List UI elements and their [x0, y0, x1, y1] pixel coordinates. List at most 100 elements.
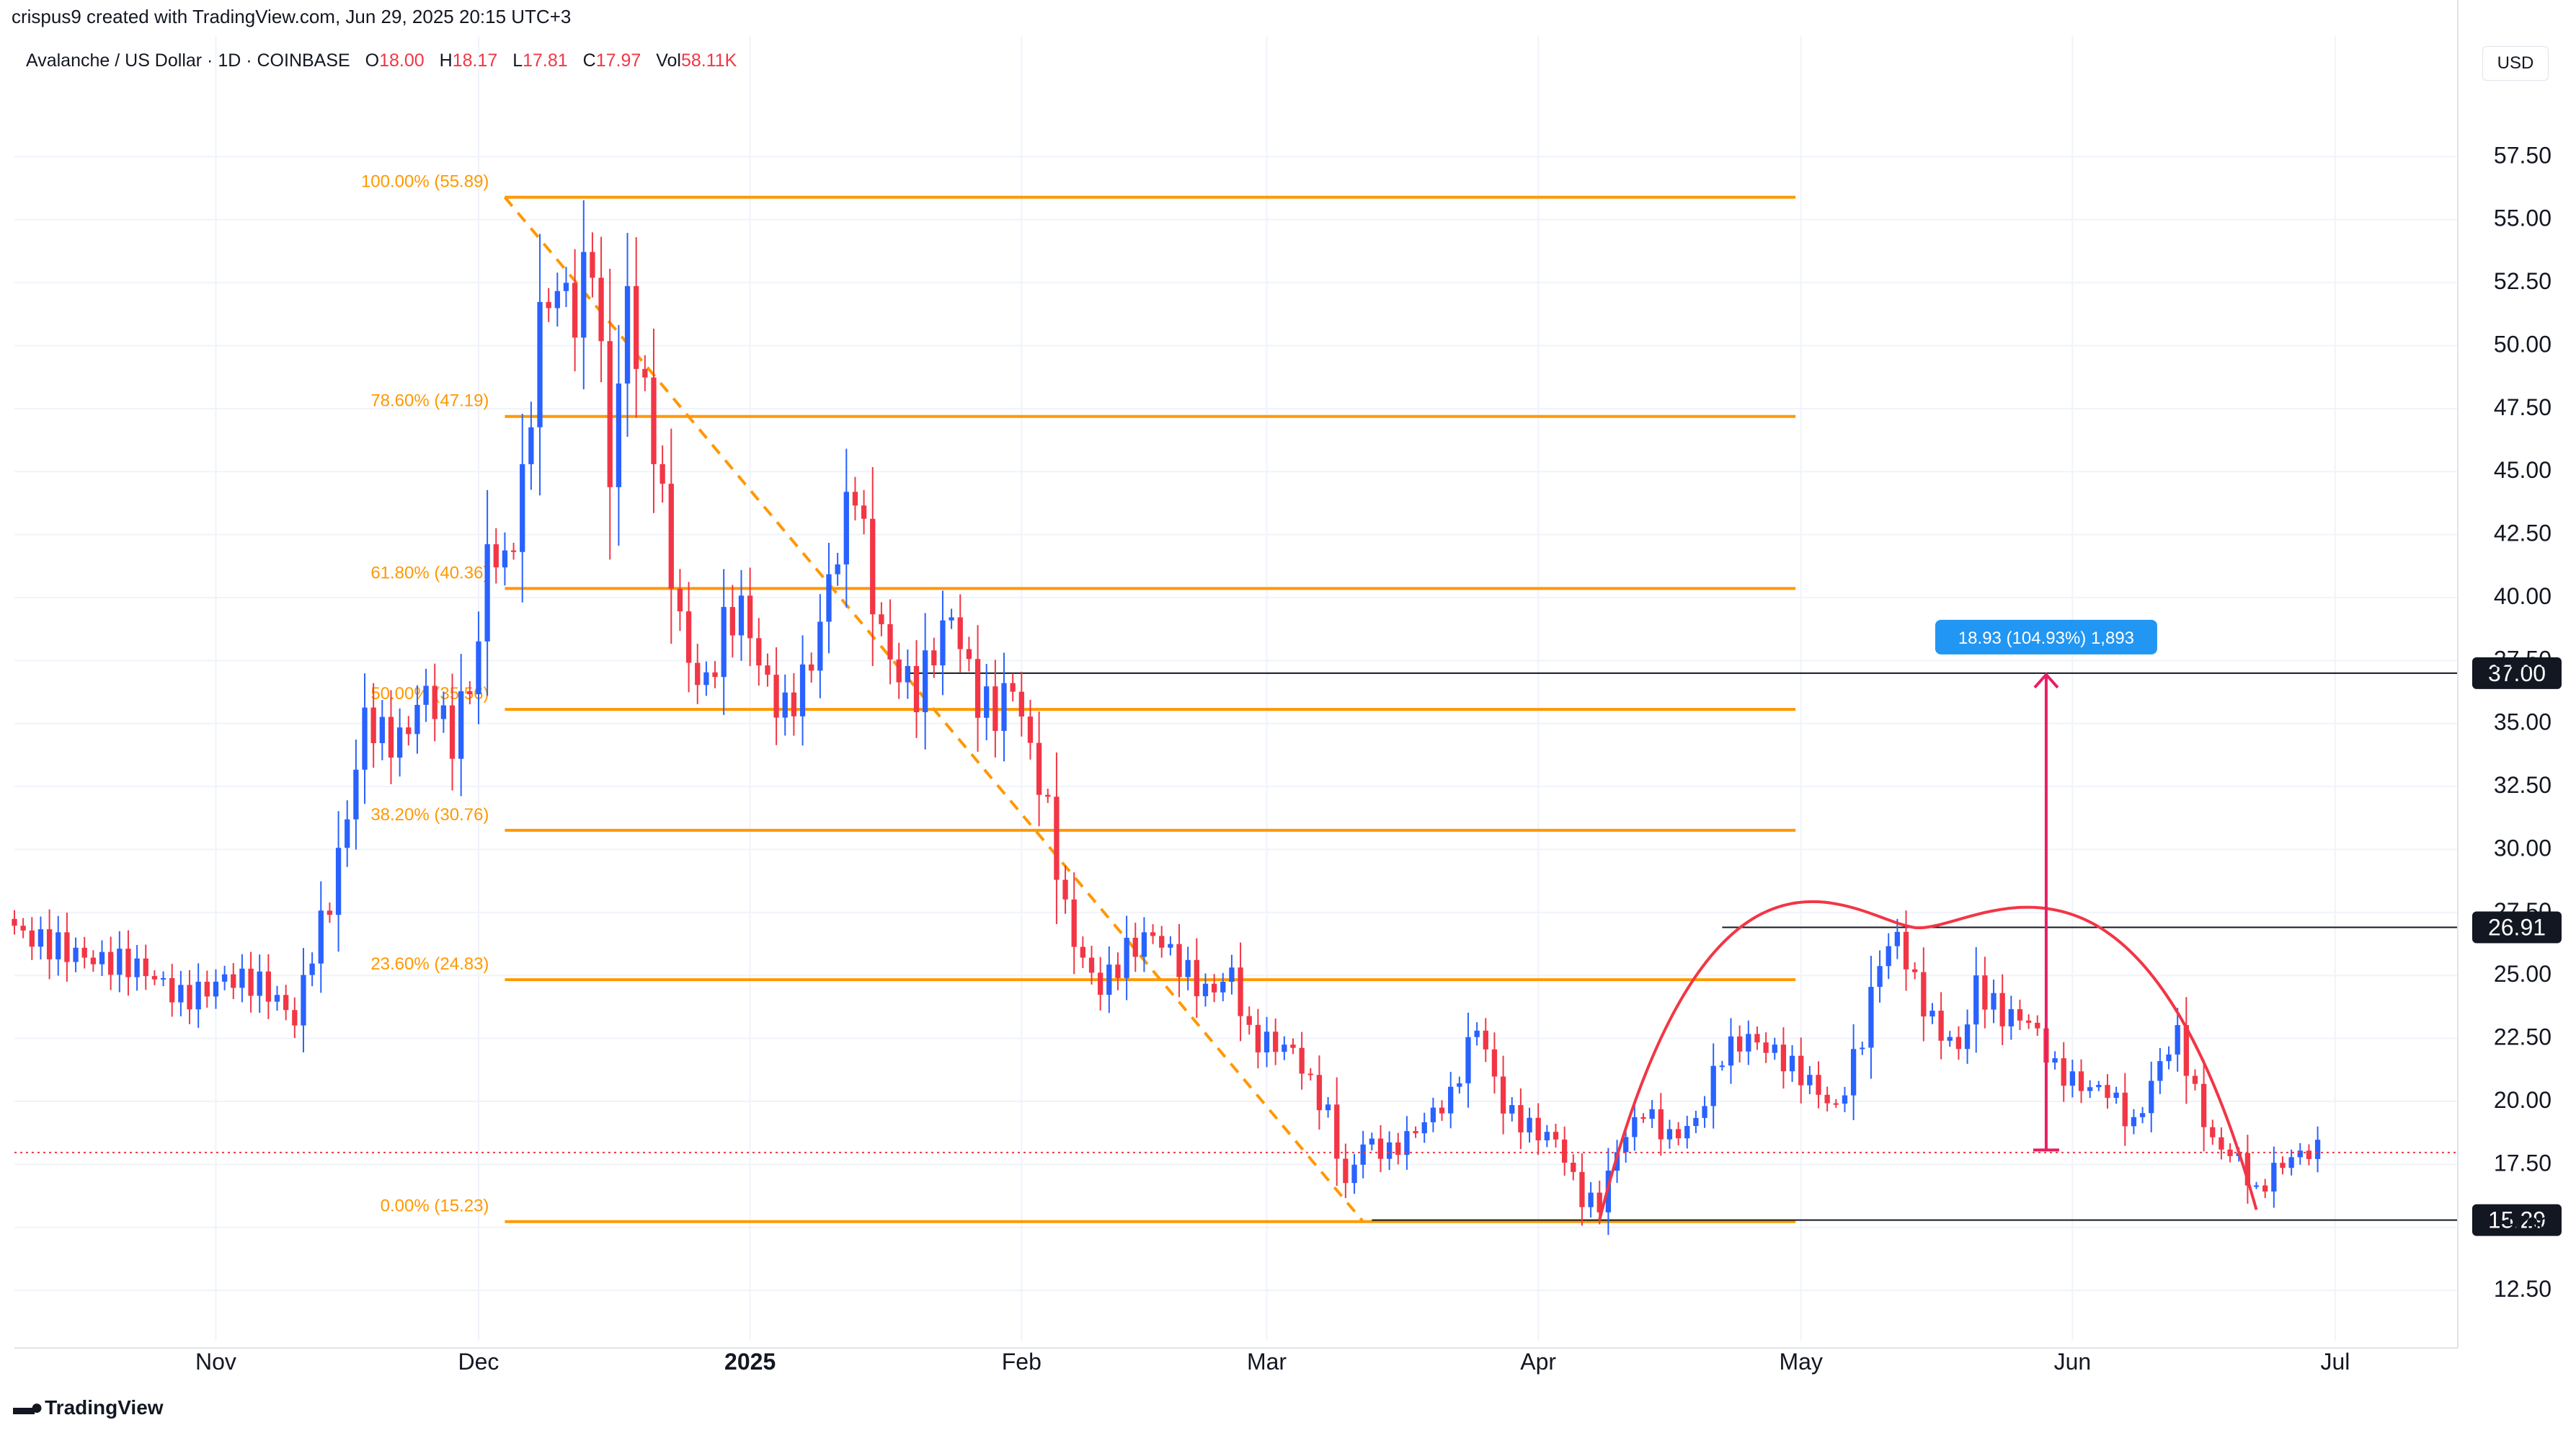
candle-body — [1045, 794, 1051, 797]
candle-body — [677, 588, 683, 612]
time-tick-label: Feb — [1002, 1349, 1041, 1375]
horizontal-line-label: 37.00 — [2488, 660, 2546, 686]
candle-body — [1789, 1055, 1795, 1072]
candle-body — [64, 932, 70, 962]
candle-body — [239, 968, 245, 988]
candle-body — [721, 607, 727, 678]
candle-body — [1062, 879, 1068, 900]
candle-body — [668, 484, 674, 589]
candle-body — [1290, 1044, 1296, 1048]
fib-level-label: 78.60% (47.19) — [370, 391, 489, 411]
candle-body — [1964, 1024, 1971, 1050]
candle-body — [2244, 1153, 2251, 1186]
horizontal-lines[interactable]: 37.00 26.91 15.29 — [907, 657, 2562, 1236]
candle-body — [2122, 1092, 2128, 1127]
candle-body — [1098, 972, 1103, 995]
candle-body — [1168, 944, 1173, 948]
candle-body — [634, 285, 639, 369]
candle-body — [2149, 1081, 2154, 1114]
time-axis[interactable]: Nov Dec 2025 Feb Mar Apr May Jun Jul — [14, 1347, 2458, 1375]
volume-label: Vol — [656, 50, 681, 71]
candle-body — [231, 974, 236, 988]
candle-body — [1413, 1131, 1418, 1134]
candle-body — [1036, 742, 1042, 795]
candle-body — [1465, 1037, 1471, 1083]
fibonacci-retracement[interactable]: 100.00% (55.89) 78.60% (47.19) 61.80% (40.… — [361, 172, 1796, 1223]
candle-body — [1141, 932, 1147, 957]
candle-body — [1710, 1065, 1716, 1106]
candle-body — [1527, 1117, 1532, 1133]
time-tick-label: May — [1779, 1349, 1822, 1375]
tradingview-brand[interactable]: ▬● TradingView — [13, 1396, 164, 1420]
candle-body — [1509, 1105, 1515, 1114]
candle-body — [2113, 1092, 2119, 1099]
candle-body — [1246, 1016, 1252, 1025]
candle-body — [1474, 1030, 1480, 1037]
price-tick-label: 27.50 — [2494, 898, 2551, 924]
candle-body — [440, 705, 447, 719]
horizontal-line-label: 15.29 — [2488, 1207, 2546, 1233]
candle-body — [301, 975, 306, 1026]
fib-trend-line — [503, 196, 1364, 1223]
open-label: O — [365, 50, 380, 71]
candle-body — [1115, 964, 1121, 978]
candle-body — [396, 727, 403, 758]
candle-body — [896, 659, 902, 683]
candle-body — [1282, 1044, 1287, 1052]
candle-body — [2157, 1061, 2163, 1081]
currency-button[interactable]: USD — [2482, 46, 2549, 81]
candle-body — [1894, 931, 1901, 946]
fib-level-label: 0.00% (15.23) — [381, 1197, 489, 1216]
candle-body — [248, 968, 254, 996]
candle-body — [151, 976, 158, 980]
candle-body — [20, 926, 26, 931]
time-tick-label: Mar — [1247, 1349, 1287, 1375]
price-tick-label: 42.50 — [2494, 520, 2551, 546]
price-tick-label: 22.50 — [2494, 1024, 2551, 1050]
candle-body — [2200, 1083, 2207, 1127]
candle-body — [1491, 1049, 1498, 1077]
candle-body — [773, 675, 779, 718]
candle-body — [55, 932, 61, 959]
candle-body — [624, 285, 631, 384]
candle-body — [125, 949, 131, 977]
price-axis[interactable]: 57.50 55.00 52.50 50.00 47.50 45.00 42.50 40.00… — [2457, 0, 2551, 1348]
candle-body — [1001, 683, 1007, 732]
candle-body — [1448, 1086, 1454, 1114]
candle-body — [1334, 1104, 1340, 1159]
candle-body — [1623, 1137, 1629, 1153]
candle-body — [292, 1010, 298, 1026]
candle-body — [1106, 964, 1112, 995]
candle-body — [554, 290, 560, 309]
candle-body — [879, 614, 884, 624]
candle-body — [2253, 1185, 2260, 1187]
fib-level-label: 38.20% (30.76) — [370, 805, 489, 825]
candle-body — [1124, 937, 1129, 978]
candle-body — [37, 929, 44, 947]
time-tick-label: Dec — [458, 1349, 499, 1375]
candle-body — [1824, 1094, 1830, 1104]
candle-body — [1614, 1152, 1620, 1171]
candle-body — [1675, 1129, 1682, 1139]
candle-body — [2052, 1058, 2058, 1063]
candle-body — [1798, 1055, 1804, 1086]
candle-body — [1360, 1144, 1366, 1165]
close-label: C — [582, 50, 596, 71]
candle-body — [2175, 1025, 2180, 1055]
candle-body — [1947, 1037, 1953, 1041]
candle-body — [1929, 1011, 1935, 1017]
candle-body — [81, 947, 87, 958]
candle-body — [1202, 983, 1209, 997]
candle-body — [467, 691, 473, 695]
drawings[interactable]: 18.93 (104.93%) 1,893 — [14, 619, 2458, 1220]
candle-body — [1351, 1164, 1357, 1184]
candle-body — [861, 505, 867, 519]
candle-body — [782, 692, 788, 718]
candle-body — [703, 672, 709, 686]
candle-body — [2096, 1085, 2102, 1088]
candle-body — [1080, 946, 1086, 958]
candle-body — [1719, 1065, 1725, 1068]
candle-body — [913, 665, 920, 713]
candle-body — [143, 958, 148, 977]
